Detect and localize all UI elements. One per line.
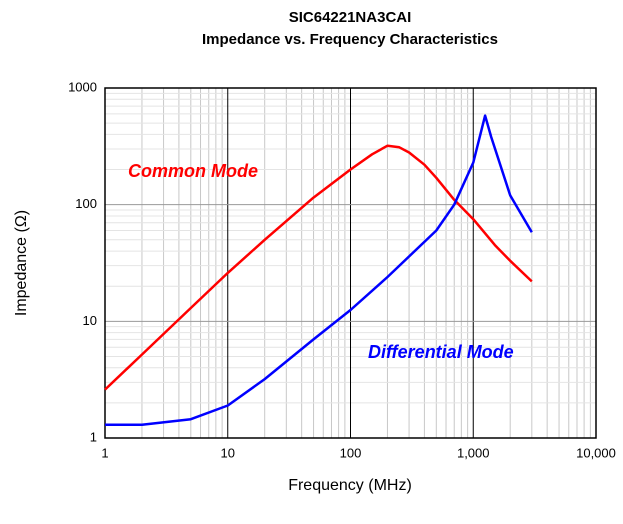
x-tick-label: 10,000 xyxy=(576,445,616,460)
y-tick-label: 100 xyxy=(75,196,97,211)
x-tick-label: 1,000 xyxy=(457,445,490,460)
series-line xyxy=(104,144,533,391)
x-tick-label: 1 xyxy=(101,445,108,460)
plot-frame xyxy=(104,87,597,439)
legend-label: Common Mode xyxy=(128,161,258,181)
series-line xyxy=(105,114,533,426)
x-tick-label: 10 xyxy=(221,445,235,460)
y-axis-label: Impedance (Ω) xyxy=(13,210,30,316)
legend-label: Differential Mode xyxy=(368,342,514,362)
x-tick-label: 100 xyxy=(340,445,362,460)
x-axis-label: Frequency (MHz) xyxy=(288,477,412,494)
chart-title: SIC64221NA3CAI xyxy=(289,9,412,26)
y-tick-label: 10 xyxy=(83,313,97,328)
y-tick-label: 1 xyxy=(90,429,97,444)
y-tick-label: 1000 xyxy=(68,79,97,94)
chart-subtitle: Impedance vs. Frequency Characteristics xyxy=(202,31,498,48)
